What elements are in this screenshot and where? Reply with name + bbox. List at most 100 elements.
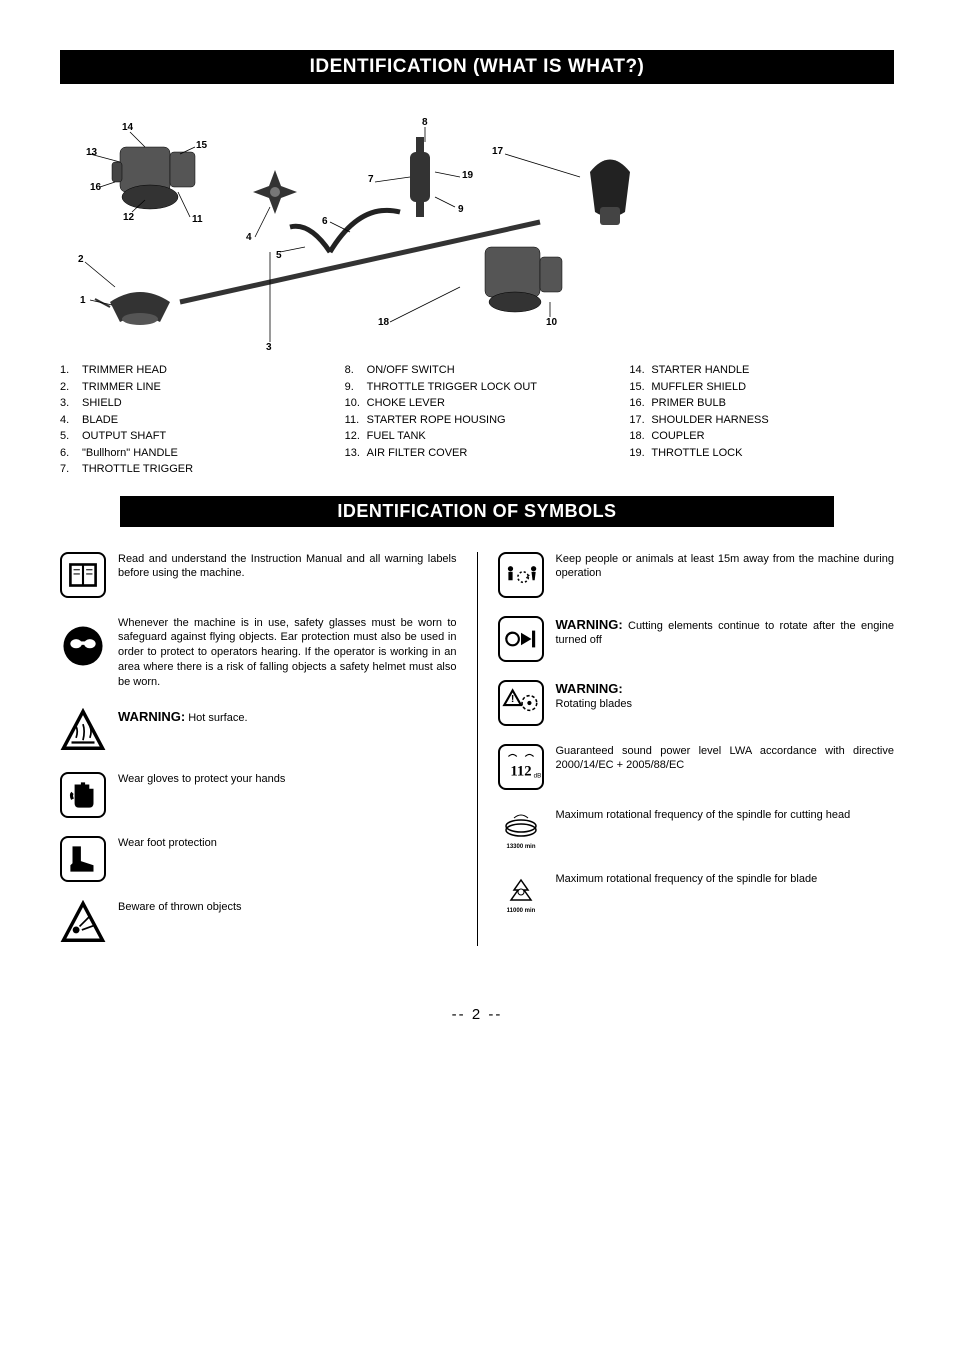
symbol-text: WARNING:Rotating blades <box>556 680 632 712</box>
callout-13: 13 <box>86 147 97 158</box>
svg-text:11000 min: 11000 min <box>506 908 535 914</box>
part-num: 8. <box>345 362 367 379</box>
part-label: "Bullhorn" HANDLE <box>82 445 325 462</box>
hot-surface-icon <box>60 708 106 754</box>
parts-col-2: 8.ON/OFF SWITCH 9.THROTTLE TRIGGER LOCK … <box>345 362 610 478</box>
rotating-after-off-icon <box>498 616 544 662</box>
svg-text:13300 min: 13300 min <box>506 844 535 850</box>
callout-1: 1 <box>80 295 86 306</box>
part-label: THROTTLE LOCK <box>651 445 894 462</box>
callout-4: 4 <box>246 232 252 243</box>
symbol-text: Maximum rotational frequency of the spin… <box>556 872 818 887</box>
callout-2: 2 <box>78 254 84 265</box>
symbol-text: Whenever the machine is in use, safety g… <box>118 616 457 690</box>
part-label: AIR FILTER COVER <box>367 445 610 462</box>
ppe-icon <box>60 616 106 676</box>
symbol-row: WARNING: Cutting elements continue to ro… <box>498 616 895 662</box>
callout-16: 16 <box>90 182 101 193</box>
spindle-head-rpm-icon: 13300 min <box>498 808 544 854</box>
callout-18: 18 <box>378 317 389 328</box>
symbol-row: 112dB Guaranteed sound power level LWA a… <box>498 744 895 790</box>
symbol-text: Wear gloves to protect your hands <box>118 772 285 787</box>
page-number: -- 2 -- <box>60 1006 894 1023</box>
symbol-row: ! WARNING:Rotating blades <box>498 680 895 726</box>
symbol-text: Keep people or animals at least 15m away… <box>556 552 895 582</box>
callout-3: 3 <box>266 342 272 353</box>
symbol-row: Keep people or animals at least 15m away… <box>498 552 895 598</box>
part-label: OUTPUT SHAFT <box>82 428 325 445</box>
part-num: 13. <box>345 445 367 462</box>
part-num: 10. <box>345 395 367 412</box>
symbol-text: WARNING: Cutting elements continue to ro… <box>556 616 895 649</box>
symbol-text: WARNING: Hot surface. <box>118 708 248 726</box>
symbol-row: Read and understand the Instruction Manu… <box>60 552 457 598</box>
part-label: MUFFLER SHIELD <box>651 379 894 396</box>
callout-15: 15 <box>196 140 207 151</box>
callout-8: 8 <box>422 117 428 128</box>
part-label: THROTTLE TRIGGER LOCK OUT <box>367 379 610 396</box>
symbol-row: Whenever the machine is in use, safety g… <box>60 616 457 690</box>
part-num: 9. <box>345 379 367 396</box>
part-num: 19. <box>629 445 651 462</box>
part-num: 1. <box>60 362 82 379</box>
part-num: 12. <box>345 428 367 445</box>
symbol-row: Beware of thrown objects <box>60 900 457 946</box>
diagram-svg <box>60 92 894 352</box>
part-num: 17. <box>629 412 651 429</box>
part-num: 18. <box>629 428 651 445</box>
symbols-col-right: Keep people or animals at least 15m away… <box>498 552 895 946</box>
part-num: 7. <box>60 461 82 478</box>
callout-17: 17 <box>492 146 503 157</box>
part-label: CHOKE LEVER <box>367 395 610 412</box>
callout-7: 7 <box>368 174 374 185</box>
svg-text:!: ! <box>510 692 513 704</box>
symbol-text: Read and understand the Instruction Manu… <box>118 552 457 582</box>
part-label: SHOULDER HARNESS <box>651 412 894 429</box>
part-label: PRIMER BULB <box>651 395 894 412</box>
part-num: 11. <box>345 412 367 429</box>
symbol-text: Guaranteed sound power level LWA accorda… <box>556 744 895 774</box>
part-num: 5. <box>60 428 82 445</box>
part-num: 16. <box>629 395 651 412</box>
callout-12: 12 <box>123 212 134 223</box>
part-label: STARTER ROPE HOUSING <box>367 412 610 429</box>
callout-10: 10 <box>546 317 557 328</box>
part-num: 2. <box>60 379 82 396</box>
part-num: 6. <box>60 445 82 462</box>
thrown-objects-icon <box>60 900 106 946</box>
symbol-row: 13300 min Maximum rotational frequency o… <box>498 808 895 854</box>
part-num: 4. <box>60 412 82 429</box>
callout-9: 9 <box>458 204 464 215</box>
column-divider <box>477 552 478 946</box>
callout-5: 5 <box>276 250 282 261</box>
section-title-symbols: IDENTIFICATION OF SYMBOLS <box>120 496 834 527</box>
callout-11: 11 <box>192 214 203 225</box>
part-label: ON/OFF SWITCH <box>367 362 610 379</box>
part-label: BLADE <box>82 412 325 429</box>
product-diagram: 13 14 15 16 12 11 2 1 3 4 5 6 7 8 19 9 1… <box>60 92 894 352</box>
part-label: SHIELD <box>82 395 325 412</box>
symbol-text: Beware of thrown objects <box>118 900 242 915</box>
callout-6: 6 <box>322 216 328 227</box>
parts-col-1: 1.TRIMMER HEAD 2.TRIMMER LINE 3.SHIELD 4… <box>60 362 325 478</box>
callout-14: 14 <box>122 122 133 133</box>
part-num: 3. <box>60 395 82 412</box>
symbols-col-left: Read and understand the Instruction Manu… <box>60 552 457 946</box>
part-label: TRIMMER HEAD <box>82 362 325 379</box>
section-title-identification: IDENTIFICATION (WHAT IS WHAT?) <box>60 50 894 84</box>
part-label: TRIMMER LINE <box>82 379 325 396</box>
spindle-blade-rpm-icon: 11000 min <box>498 872 544 918</box>
part-label: FUEL TANK <box>367 428 610 445</box>
part-num: 15. <box>629 379 651 396</box>
parts-col-3: 14.STARTER HANDLE 15.MUFFLER SHIELD 16.P… <box>629 362 894 478</box>
symbol-text: Wear foot protection <box>118 836 217 851</box>
svg-text:112: 112 <box>510 763 531 779</box>
svg-text:dB: dB <box>533 772 541 779</box>
symbol-row: Wear gloves to protect your hands <box>60 772 457 818</box>
gloves-icon <box>60 772 106 818</box>
symbols-table: Read and understand the Instruction Manu… <box>60 552 894 946</box>
callout-19: 19 <box>462 170 473 181</box>
symbol-row: WARNING: Hot surface. <box>60 708 457 754</box>
sound-power-icon: 112dB <box>498 744 544 790</box>
part-label: STARTER HANDLE <box>651 362 894 379</box>
